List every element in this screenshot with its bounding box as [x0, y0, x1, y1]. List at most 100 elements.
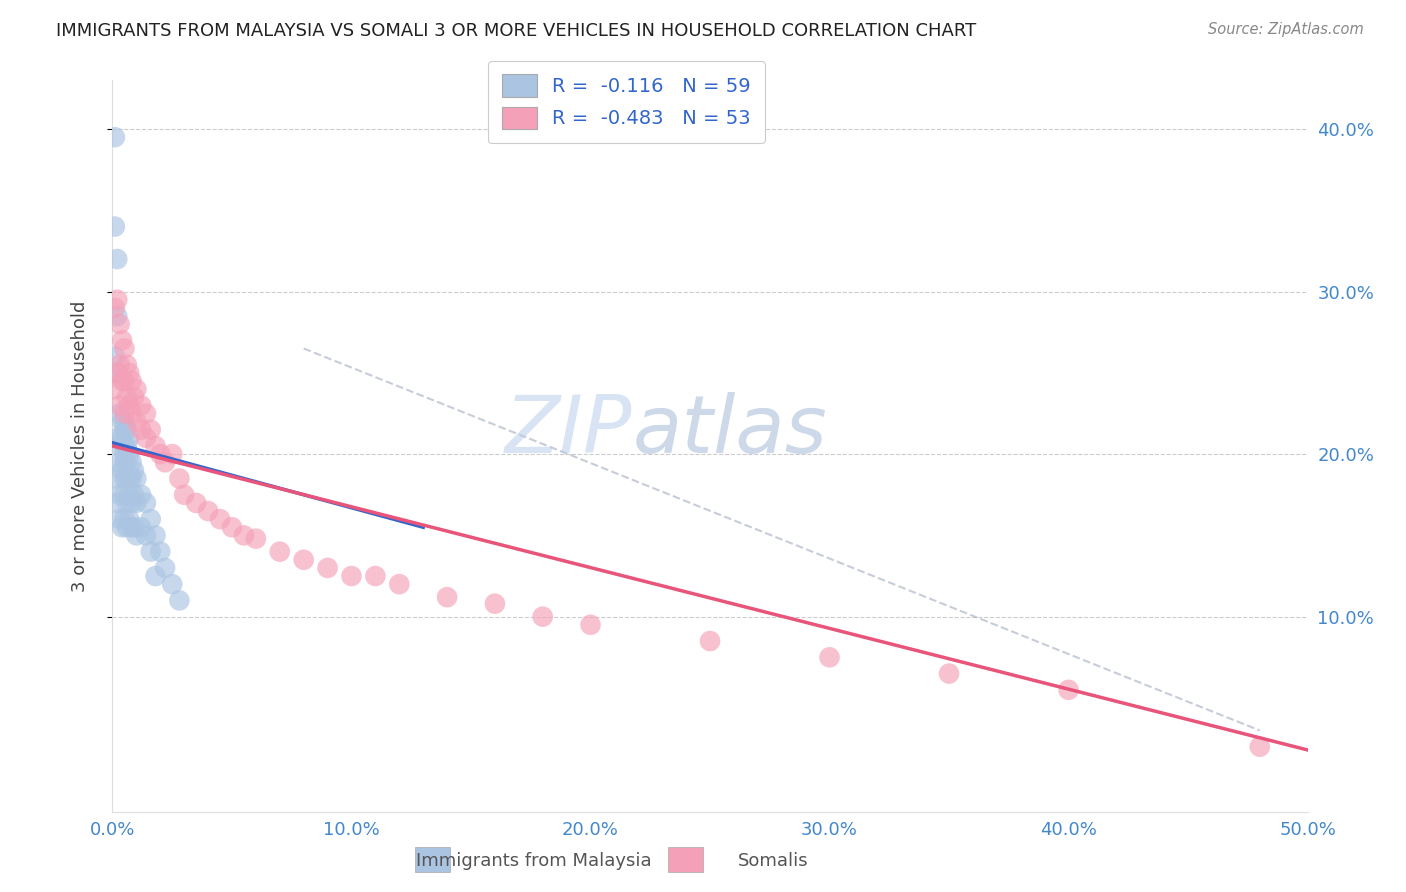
Point	[169, 471, 191, 485]
Point	[139, 512, 162, 526]
Point	[111, 374, 134, 388]
Point	[111, 415, 134, 429]
Point	[364, 569, 387, 583]
Point	[108, 512, 131, 526]
Point	[111, 463, 134, 477]
Point	[1249, 739, 1271, 754]
Point	[233, 528, 256, 542]
Point	[104, 471, 127, 485]
Point	[122, 463, 145, 477]
Point	[145, 439, 167, 453]
Point	[162, 447, 183, 461]
Point	[118, 447, 141, 461]
Point	[129, 423, 152, 437]
Point	[316, 561, 339, 575]
Point	[105, 431, 128, 445]
Point	[135, 407, 157, 421]
Point	[105, 309, 128, 323]
Point	[245, 532, 267, 546]
Point	[104, 301, 127, 315]
Point	[125, 496, 148, 510]
Point	[1057, 682, 1080, 697]
Point	[118, 471, 141, 485]
Point	[108, 455, 131, 469]
Point	[169, 593, 191, 607]
Point	[114, 512, 135, 526]
Point	[114, 374, 135, 388]
Legend: R =  -0.116   N = 59, R =  -0.483   N = 53: R = -0.116 N = 59, R = -0.483 N = 53	[488, 61, 765, 143]
Point	[699, 634, 721, 648]
Point	[122, 488, 145, 502]
Point	[114, 471, 135, 485]
Point	[114, 447, 135, 461]
Point	[162, 577, 183, 591]
Point	[125, 528, 148, 542]
Point	[105, 252, 128, 266]
Point	[104, 219, 127, 234]
Text: IMMIGRANTS FROM MALAYSIA VS SOMALI 3 OR MORE VEHICLES IN HOUSEHOLD CORRELATION C: IMMIGRANTS FROM MALAYSIA VS SOMALI 3 OR …	[56, 22, 977, 40]
Point	[105, 496, 128, 510]
Point	[121, 471, 143, 485]
Point	[139, 544, 162, 558]
Point	[115, 390, 138, 404]
Point	[114, 439, 135, 453]
Point	[579, 617, 602, 632]
Point	[121, 455, 143, 469]
Text: atlas: atlas	[633, 392, 827, 470]
Point	[114, 415, 135, 429]
Point	[129, 398, 152, 412]
Y-axis label: 3 or more Vehicles in Household: 3 or more Vehicles in Household	[70, 301, 89, 591]
Text: Immigrants from Malaysia: Immigrants from Malaysia	[416, 852, 652, 870]
Point	[104, 350, 127, 364]
Point	[269, 544, 291, 558]
Point	[531, 609, 554, 624]
Point	[118, 431, 141, 445]
Point	[104, 130, 127, 145]
Point	[292, 553, 315, 567]
Point	[108, 439, 131, 453]
Point	[125, 382, 148, 396]
Point	[121, 407, 143, 421]
Point	[118, 398, 141, 412]
Point	[145, 569, 167, 583]
Point	[125, 415, 148, 429]
Point	[114, 407, 135, 421]
Point	[111, 334, 134, 348]
Point	[145, 528, 167, 542]
Point	[139, 423, 162, 437]
Point	[153, 561, 176, 575]
Point	[388, 577, 411, 591]
Point	[115, 358, 138, 372]
Point	[105, 366, 128, 380]
Point	[108, 407, 131, 421]
Point	[484, 597, 506, 611]
Point	[129, 520, 152, 534]
Point	[818, 650, 841, 665]
Point	[135, 528, 157, 542]
Point	[221, 520, 243, 534]
Point	[122, 520, 145, 534]
Point	[209, 512, 232, 526]
Point	[135, 496, 157, 510]
Point	[114, 423, 135, 437]
Point	[108, 317, 131, 331]
Text: ZIP: ZIP	[505, 392, 633, 470]
Point	[115, 455, 138, 469]
Point	[436, 590, 458, 604]
Point	[121, 374, 143, 388]
Point	[104, 382, 127, 396]
Point	[114, 455, 135, 469]
Point	[938, 666, 960, 681]
Point	[115, 471, 138, 485]
Point	[115, 439, 138, 453]
Point	[108, 488, 131, 502]
Point	[105, 366, 128, 380]
Text: Source: ZipAtlas.com: Source: ZipAtlas.com	[1208, 22, 1364, 37]
Point	[115, 496, 138, 510]
Point	[121, 520, 143, 534]
Point	[122, 390, 145, 404]
Point	[153, 455, 176, 469]
Point	[149, 447, 172, 461]
Point	[108, 398, 131, 412]
Point	[125, 471, 148, 485]
